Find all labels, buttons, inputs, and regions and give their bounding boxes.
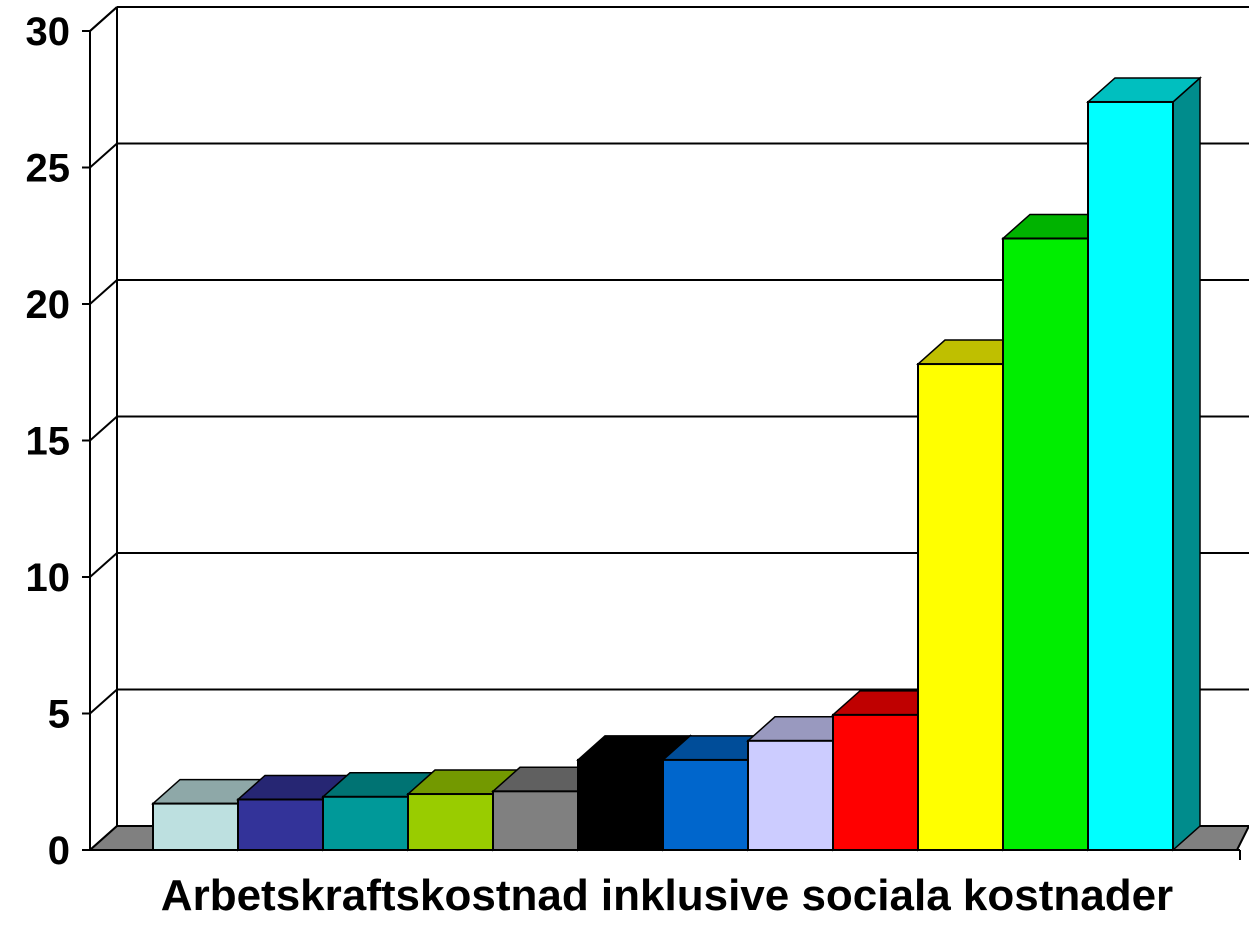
y-axis-tick-labels: 0 5 10 15 20 25 30 bbox=[26, 10, 71, 873]
bar-front bbox=[322, 795, 409, 852]
bar-front bbox=[1087, 100, 1174, 852]
top-wall-edge bbox=[89, 6, 118, 32]
bar-front bbox=[237, 798, 324, 851]
y-tick-label: 5 bbox=[48, 693, 70, 737]
y-tick-label: 0 bbox=[48, 829, 70, 873]
side-wall-tick bbox=[89, 415, 118, 442]
y-tick-label: 15 bbox=[26, 420, 71, 464]
bar-front bbox=[832, 713, 919, 851]
bar-front bbox=[407, 793, 494, 851]
x-axis-label: Arbetskraftskostnad inklusive sociala ko… bbox=[161, 871, 1173, 920]
bar-12 bbox=[1086, 76, 1202, 852]
bar-front bbox=[1002, 237, 1089, 852]
side-wall-tick bbox=[89, 142, 118, 169]
side-wall-tick bbox=[89, 688, 118, 715]
bar-front bbox=[492, 790, 579, 851]
bar-series bbox=[151, 76, 1202, 852]
bar-side bbox=[1172, 76, 1201, 852]
bar-6 bbox=[576, 734, 692, 852]
bar-front bbox=[662, 758, 749, 851]
y-tick-label: 20 bbox=[26, 283, 71, 327]
bar-front bbox=[152, 802, 239, 852]
side-wall-tick bbox=[89, 552, 118, 578]
y-tick-label: 30 bbox=[26, 10, 71, 54]
bar-front bbox=[917, 363, 1004, 851]
side-wall-tick bbox=[89, 279, 118, 305]
bar-front bbox=[577, 758, 664, 851]
y-tick-label: 10 bbox=[26, 556, 71, 600]
bar-front bbox=[747, 739, 834, 851]
y-tick-label: 25 bbox=[26, 147, 71, 191]
